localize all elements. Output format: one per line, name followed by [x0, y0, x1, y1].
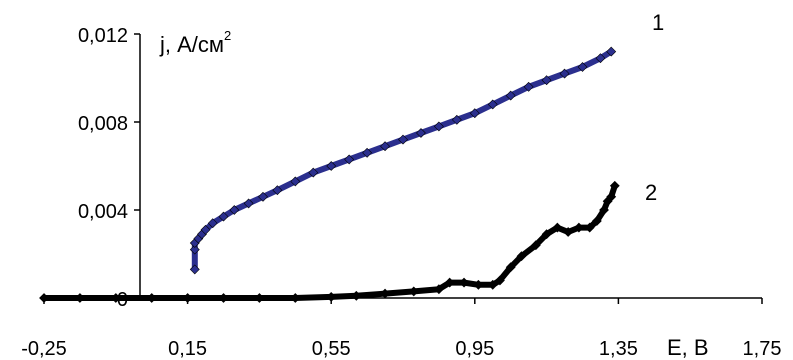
- series-2-point: [110, 293, 121, 303]
- series-2-point: [146, 293, 157, 303]
- series-2-point: [218, 293, 229, 303]
- series-2-line: [41, 182, 618, 301]
- series-1-point: [258, 191, 268, 202]
- series-1-point: [189, 244, 200, 255]
- series-2-point: [433, 284, 444, 295]
- ticks: -0,25 0,15 0,55 0,95 1,35 1,7500,0040,0080,01…: [21, 25, 781, 360]
- x-tick-label: -0,25: [21, 338, 67, 360]
- series-1-point: [559, 68, 570, 79]
- series-1-point: [290, 176, 301, 187]
- series-1-point: [577, 62, 588, 72]
- series-2-point: [290, 293, 301, 303]
- series-1-point: [243, 198, 254, 209]
- series-2-point: [599, 205, 609, 215]
- series-2-point: [495, 275, 505, 286]
- series-2-point: [408, 286, 419, 297]
- series-2-point: [541, 229, 552, 240]
- series-1-point: [207, 218, 218, 229]
- x-tick-label: 1,75: [743, 338, 782, 360]
- series-2-point: [573, 222, 584, 233]
- series-1-point: [218, 211, 229, 222]
- series-1-point: [416, 128, 426, 138]
- x-tick-label: 0,15: [168, 338, 207, 360]
- series-2-point: [182, 293, 193, 303]
- series-2-point: [516, 251, 527, 262]
- series-2-annotation: 2: [645, 180, 657, 205]
- series-2-point: [39, 293, 49, 303]
- x-axis-label: E, B: [667, 335, 709, 360]
- x-tick-label: 0,95: [455, 338, 494, 360]
- series-1-point: [344, 154, 355, 165]
- axes: [44, 34, 762, 299]
- series-2-point: [591, 216, 602, 226]
- series-1-point: [433, 121, 444, 132]
- series-2-point: [552, 222, 563, 233]
- series-1-point: [308, 167, 319, 178]
- series-1-point: [380, 141, 390, 152]
- series-1-point: [469, 108, 480, 119]
- series-1-annotation: 1: [652, 10, 664, 35]
- series-1-point: [487, 99, 498, 110]
- series-2-point: [326, 291, 337, 302]
- y-tick-label: 0,012: [78, 25, 128, 47]
- series-2-point: [444, 277, 455, 288]
- series-1-point: [595, 53, 606, 64]
- series-1-point: [229, 205, 240, 215]
- series-1-point: [398, 134, 408, 145]
- series-1-point: [606, 46, 617, 57]
- series-1-point: [451, 114, 462, 125]
- x-tick-label: 0,55: [312, 338, 351, 360]
- series-2-point: [380, 288, 390, 299]
- series-2-point: [473, 279, 484, 290]
- series-1-point: [272, 185, 283, 196]
- series-1-point: [189, 264, 200, 275]
- series-1-point: [541, 75, 552, 86]
- series-2-point: [505, 262, 516, 273]
- series-1-point: [505, 90, 516, 101]
- series-2-point: [459, 277, 469, 288]
- series-1-point: [200, 224, 211, 235]
- series-2-point: [563, 227, 574, 237]
- series-2-point: [530, 240, 541, 251]
- series-1-point: [326, 161, 337, 171]
- series-2-point: [606, 191, 617, 202]
- plot-area: [39, 46, 620, 303]
- y-tick-label: 0,004: [78, 201, 128, 223]
- series-2-point: [609, 180, 620, 191]
- y-axis-label: j, А/см2: [159, 28, 231, 57]
- series-2-point: [584, 222, 595, 233]
- series-2-point: [487, 279, 498, 290]
- y-tick-label: 0,008: [78, 113, 128, 135]
- series-1-point: [523, 81, 534, 92]
- series-2-point: [254, 293, 265, 303]
- x-tick-label: 1,35: [599, 338, 638, 360]
- series-2-point: [351, 290, 362, 301]
- series-2-point: [74, 293, 85, 303]
- series-1-point: [362, 147, 373, 158]
